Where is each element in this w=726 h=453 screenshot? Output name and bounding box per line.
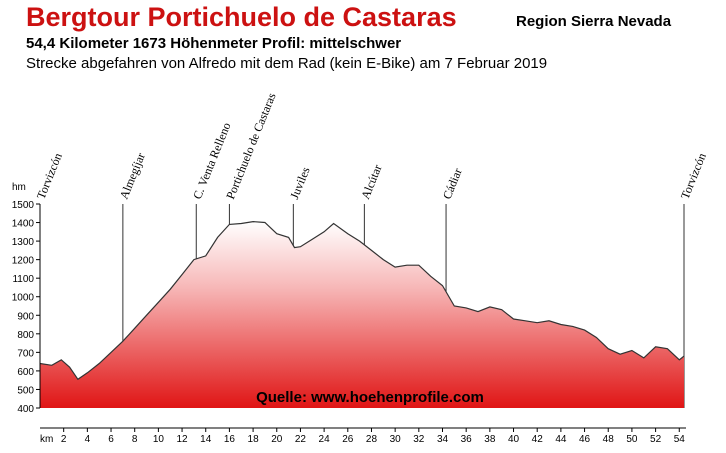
waypoint-label: Juviles	[287, 165, 313, 201]
y-tick-label: 900	[17, 311, 34, 322]
x-tick-label: 30	[390, 434, 402, 445]
waypoint-label: Alcútar	[358, 163, 384, 202]
x-tick-label: 48	[603, 434, 615, 445]
x-tick-label: 4	[85, 434, 91, 445]
x-tick-label: 36	[461, 434, 473, 445]
annotation: Quelle: www.hoehenprofile.com	[256, 389, 484, 406]
waypoint-label: Torvizcón	[678, 151, 709, 201]
y-tick-label: 400	[17, 404, 34, 415]
waypoint-label: Cádiar	[440, 166, 465, 201]
y-tick-label: 1200	[12, 256, 35, 267]
x-tick-label: 24	[319, 434, 331, 445]
x-tick-label: 40	[508, 434, 520, 445]
y-tick-label: 800	[17, 330, 34, 341]
y-tick-label: 1500	[12, 200, 35, 211]
y-tick-label: 1400	[12, 219, 35, 230]
elevation-area	[40, 221, 684, 408]
y-tick-label: 600	[17, 367, 34, 378]
y-tick-label: 1000	[12, 293, 35, 304]
x-tick-label: 6	[108, 434, 114, 445]
waypoint-label: Almegíjar	[117, 151, 148, 201]
stats: 54,4 Kilometer 1673 Höhenmeter Profil: m…	[26, 35, 401, 52]
x-tick-label: 16	[224, 434, 236, 445]
x-tick-label: 2	[61, 434, 67, 445]
y-tick-label: 1300	[12, 237, 35, 248]
subtitle: Strecke abgefahren von Alfredo mit dem R…	[26, 55, 547, 72]
y-axis-label: hm	[12, 182, 26, 193]
elevation-line	[39, 220, 685, 381]
x-tick-label: 32	[413, 434, 425, 445]
waypoint-label: Portichuelo de Castaras	[223, 91, 279, 202]
x-tick-label: 34	[437, 434, 449, 445]
waypoint-label: Torvizcón	[34, 151, 65, 201]
x-tick-label: 8	[132, 434, 138, 445]
x-tick-label: 14	[200, 434, 212, 445]
x-tick-label: 28	[366, 434, 378, 445]
y-tick-label: 1100	[12, 274, 34, 285]
x-tick-label: 18	[248, 434, 260, 445]
x-axis-label: km	[40, 434, 53, 445]
x-tick-label: 12	[176, 434, 188, 445]
y-tick-label: 700	[17, 348, 34, 359]
x-tick-label: 54	[674, 434, 686, 445]
x-tick-label: 46	[579, 434, 591, 445]
region: Region Sierra Nevada	[516, 13, 672, 30]
x-tick-label: 22	[295, 434, 307, 445]
x-tick-label: 26	[342, 434, 354, 445]
title: Bergtour Portichuelo de Castaras	[26, 2, 457, 32]
x-tick-label: 44	[555, 434, 567, 445]
x-tick-label: 50	[626, 434, 638, 445]
y-tick-label: 500	[17, 385, 34, 396]
x-tick-label: 42	[532, 434, 544, 445]
x-tick-label: 38	[484, 434, 496, 445]
x-tick-label: 10	[153, 434, 165, 445]
x-tick-label: 52	[650, 434, 662, 445]
x-tick-label: 20	[271, 434, 283, 445]
